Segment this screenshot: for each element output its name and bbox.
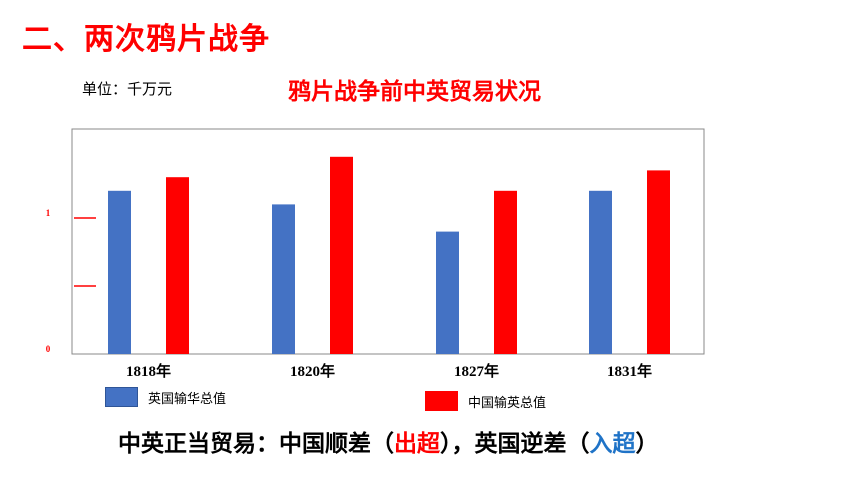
conclusion-highlight-deficit: 入超 [589,431,636,457]
y-axis-ticks: 01 [46,208,96,354]
legend-swatch-china [425,391,458,411]
x-category-label: 1818年 [126,362,171,380]
x-category-label: 1820年 [290,362,335,380]
bar-britain-0 [108,190,131,354]
y-tick-label: 1 [46,208,51,218]
conclusion-text: 中英正当贸易：中国顺差（出超），英国逆差（入超） [118,424,659,458]
x-category-label: 1827年 [454,362,499,380]
legend-item-britain: 英国输华总值 [105,387,226,407]
bar-china-3 [647,170,670,354]
unit-label: 单位：千万元 [82,80,173,98]
chart-title: 鸦片战争前中英贸易状况 [288,79,541,105]
legend-label-britain: 英国输华总值 [148,391,227,407]
conclusion-part2: ），英国逆差（ [440,431,590,457]
x-axis-labels: 1818年 1820年 1827年 1831年 [126,362,652,380]
legend-label-china: 中国输英总值 [468,395,547,411]
y-tick-label: 0 [46,344,51,354]
bars [108,156,670,354]
bar-britain-1 [272,204,295,354]
plot-frame [71,128,705,355]
legend-item-china: 中国输英总值 [425,391,546,411]
section-title: 二、两次鸦片战争 [22,22,270,57]
legend-swatch-britain [105,387,138,407]
bar-china-0 [166,177,189,354]
bar-britain-2 [436,231,459,354]
conclusion-part3: ） [635,431,659,457]
conclusion-highlight-surplus: 出超 [394,431,440,457]
bar-china-2 [494,190,517,354]
bar-britain-3 [589,190,612,354]
conclusion-part1: 中英正当贸易：中国顺差（ [118,431,394,457]
bar-china-1 [330,156,353,354]
x-category-label: 1831年 [607,362,652,380]
